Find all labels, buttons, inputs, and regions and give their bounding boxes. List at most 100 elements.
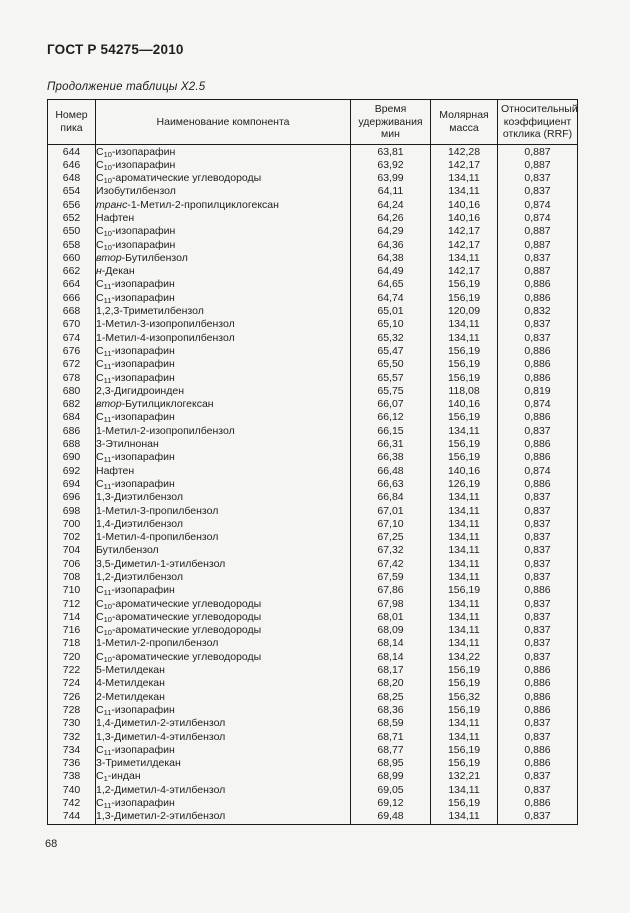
molar-mass-cell: 134,11: [430, 331, 498, 345]
peak-number-cell: 698: [47, 504, 96, 518]
retention-time-cell: 68,14: [350, 650, 431, 665]
peak-number-cell: 688: [47, 438, 96, 452]
molar-mass-cell: 156,19: [430, 664, 498, 678]
rrf-cell: 0,886: [497, 664, 578, 678]
component-name-cell: н-Декан: [95, 265, 351, 279]
table-row: 664 С11-изопарафин 64,65 156,19 0,886: [47, 278, 578, 292]
table-row: 716 С10-ароматические углеводороды 68,09 13…: [47, 624, 578, 638]
retention-time-cell: 65,01: [350, 305, 431, 319]
retention-time-cell: 67,10: [350, 517, 431, 532]
component-name-cell: 1,2-Диэтилбензол: [95, 571, 351, 585]
retention-time-cell: 65,57: [350, 371, 431, 385]
peak-number-cell: 668: [47, 305, 96, 319]
retention-time-cell: 68,25: [350, 690, 431, 704]
component-name-cell: транс-1-Метил-2-пропилциклогексан: [95, 198, 351, 212]
molar-mass-cell: 156,19: [430, 358, 498, 372]
peak-number-cell: 732: [47, 730, 96, 744]
table-row: 668 1,2,3-Триметилбензол 65,01 120,09 0,832: [47, 305, 578, 319]
molar-mass-cell: 156,19: [430, 344, 498, 359]
retention-time-cell: 68,95: [350, 757, 431, 771]
retention-time-cell: 66,12: [350, 411, 431, 425]
molar-mass-cell: 134,11: [430, 504, 498, 518]
table-row: 690 С11-изопарафин 66,38 156,19 0,886: [47, 451, 578, 465]
component-name-cell: С10-ароматические углеводороды: [95, 610, 351, 625]
retention-time-cell: 64,26: [350, 211, 431, 226]
molar-mass-cell: 134,11: [430, 557, 498, 571]
column-header-component-name: Наименование компонента: [95, 99, 351, 145]
retention-time-cell: 68,17: [350, 664, 431, 678]
rrf-cell: 0,837: [497, 730, 578, 744]
molar-mass-cell: 156,19: [430, 584, 498, 598]
table-row: 726 2-Метилдекан 68,25 156,32 0,886: [47, 690, 578, 704]
rrf-cell: 0,886: [497, 584, 578, 598]
table-row: 740 1,2-Диметил-4-этилбензол 69,05 134,11 0,…: [47, 783, 578, 798]
retention-time-cell: 68,01: [350, 610, 431, 625]
rrf-cell: 0,886: [497, 743, 578, 758]
component-name-cell: 3-Триметилдекан: [95, 757, 351, 771]
retention-time-cell: 66,63: [350, 477, 431, 492]
molar-mass-cell: 134,11: [430, 717, 498, 731]
peak-number-cell: 694: [47, 477, 96, 492]
component-name-cell: С11-изопарафин: [95, 371, 351, 385]
table-row: 652 Нафтен 64,26 140,16 0,874: [47, 211, 578, 226]
rrf-cell: 0,837: [497, 783, 578, 798]
peak-number-cell: 720: [47, 650, 96, 665]
molar-mass-cell: 134,11: [430, 730, 498, 744]
table-row: 650 С10-изопарафин 64,29 142,17 0,887: [47, 225, 578, 239]
peak-number-cell: 696: [47, 491, 96, 505]
table-row: 684 С11-изопарафин 66,12 156,19 0,886: [47, 411, 578, 425]
component-name-cell: 2-Метилдекан: [95, 690, 351, 704]
peak-number-cell: 656: [47, 198, 96, 212]
peak-number-cell: 652: [47, 211, 96, 226]
rrf-cell: 0,886: [497, 411, 578, 425]
molar-mass-cell: 156,19: [430, 438, 498, 452]
molar-mass-cell: 142,28: [430, 144, 498, 159]
peak-number-cell: 662: [47, 265, 96, 279]
peak-number-cell: 666: [47, 291, 96, 306]
molar-mass-cell: 156,19: [430, 411, 498, 425]
molar-mass-cell: 126,19: [430, 477, 498, 492]
rrf-cell: 0,837: [497, 597, 578, 611]
peak-number-cell: 726: [47, 690, 96, 704]
component-name-cell: 1,4-Диэтилбензол: [95, 517, 351, 532]
molar-mass-cell: 134,11: [430, 544, 498, 558]
component-name-cell: 1-Метил-4-изопропилбензол: [95, 331, 351, 345]
molar-mass-cell: 134,11: [430, 610, 498, 625]
table-row: 704 Бутилбензол 67,32 134,11 0,837: [47, 544, 578, 558]
peak-number-cell: 644: [47, 144, 96, 159]
retention-time-cell: 68,59: [350, 717, 431, 731]
retention-time-cell: 68,20: [350, 677, 431, 691]
retention-time-cell: 65,32: [350, 331, 431, 345]
rrf-cell: 0,837: [497, 770, 578, 784]
rrf-cell: 0,874: [497, 398, 578, 412]
table-row: 678 С11-изопарафин 65,57 156,19 0,886: [47, 371, 578, 385]
table-row: 680 2,3-Дигидроинден 65,75 118,08 0,819: [47, 384, 578, 399]
retention-time-cell: 69,48: [350, 810, 431, 825]
retention-time-cell: 65,50: [350, 358, 431, 372]
table-row: 686 1-Метил-2-изопропилбензол 66,15 134,11 0…: [47, 424, 578, 439]
molar-mass-cell: 134,11: [430, 624, 498, 638]
peak-number-cell: 654: [47, 185, 96, 199]
table-row: 730 1,4-Диметил-2-этилбензол 68,59 134,11 0,…: [47, 717, 578, 731]
rrf-cell: 0,837: [497, 318, 578, 332]
rrf-cell: 0,837: [497, 424, 578, 439]
rrf-cell: 0,874: [497, 198, 578, 212]
molar-mass-cell: 134,11: [430, 424, 498, 439]
table-row: 682 втор-Бутилциклогексан 66,07 140,16 0,874: [47, 398, 578, 412]
rrf-cell: 0,887: [497, 144, 578, 159]
rrf-cell: 0,886: [497, 344, 578, 359]
retention-time-cell: 67,86: [350, 584, 431, 598]
peak-number-cell: 714: [47, 610, 96, 625]
retention-time-cell: 68,77: [350, 743, 431, 758]
component-name-cell: 1,3-Диметил-2-этилбензол: [95, 810, 351, 825]
table-caption: Продолжение таблицы Х2.5: [47, 81, 206, 93]
table-row: 666 С11-изопарафин 64,74 156,19 0,886: [47, 291, 578, 306]
table-row: 732 1,3-Диметил-4-этилбензол 68,71 134,11 0,…: [47, 730, 578, 744]
molar-mass-cell: 120,09: [430, 305, 498, 319]
molar-mass-cell: 134,11: [430, 531, 498, 545]
peak-number-cell: 672: [47, 358, 96, 372]
table-row: 744 1,3-Диметил-2-этилбензол 69,48 134,11 0,…: [47, 810, 578, 825]
retention-time-cell: 64,74: [350, 291, 431, 306]
molar-mass-cell: 142,17: [430, 265, 498, 279]
component-name-cell: 3-Этилнонан: [95, 438, 351, 452]
